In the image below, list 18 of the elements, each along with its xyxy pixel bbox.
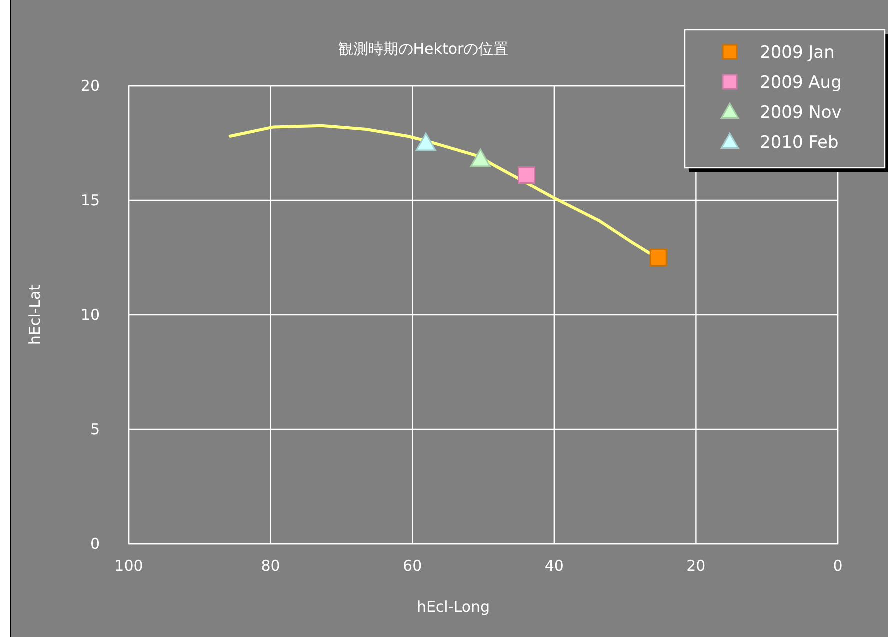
y-tick-label: 20 xyxy=(80,77,100,95)
legend-label: 2010 Feb xyxy=(760,133,839,153)
x-tick-label: 60 xyxy=(403,557,422,575)
x-tick-label: 80 xyxy=(261,557,280,575)
x-tick-label: 20 xyxy=(686,557,706,575)
x-tick-label: 0 xyxy=(833,557,843,575)
x-tick-label: 100 xyxy=(114,557,144,575)
x-axis-title: hEcl-Long xyxy=(416,598,490,616)
legend-label: 2009 Aug xyxy=(760,73,842,93)
chart-title: 観測時期のHektorの位置 xyxy=(338,40,509,58)
y-tick-label: 5 xyxy=(90,420,100,438)
y-tick-label: 0 xyxy=(90,535,100,553)
x-tick-label: 40 xyxy=(544,557,564,575)
y-tick-label: 10 xyxy=(80,306,100,324)
legend-label: 2009 Nov xyxy=(760,103,842,123)
legend-label: 2009 Jan xyxy=(760,43,835,63)
y-axis-title: hEcl-Lat xyxy=(26,284,44,346)
y-tick-label: 15 xyxy=(80,192,100,210)
